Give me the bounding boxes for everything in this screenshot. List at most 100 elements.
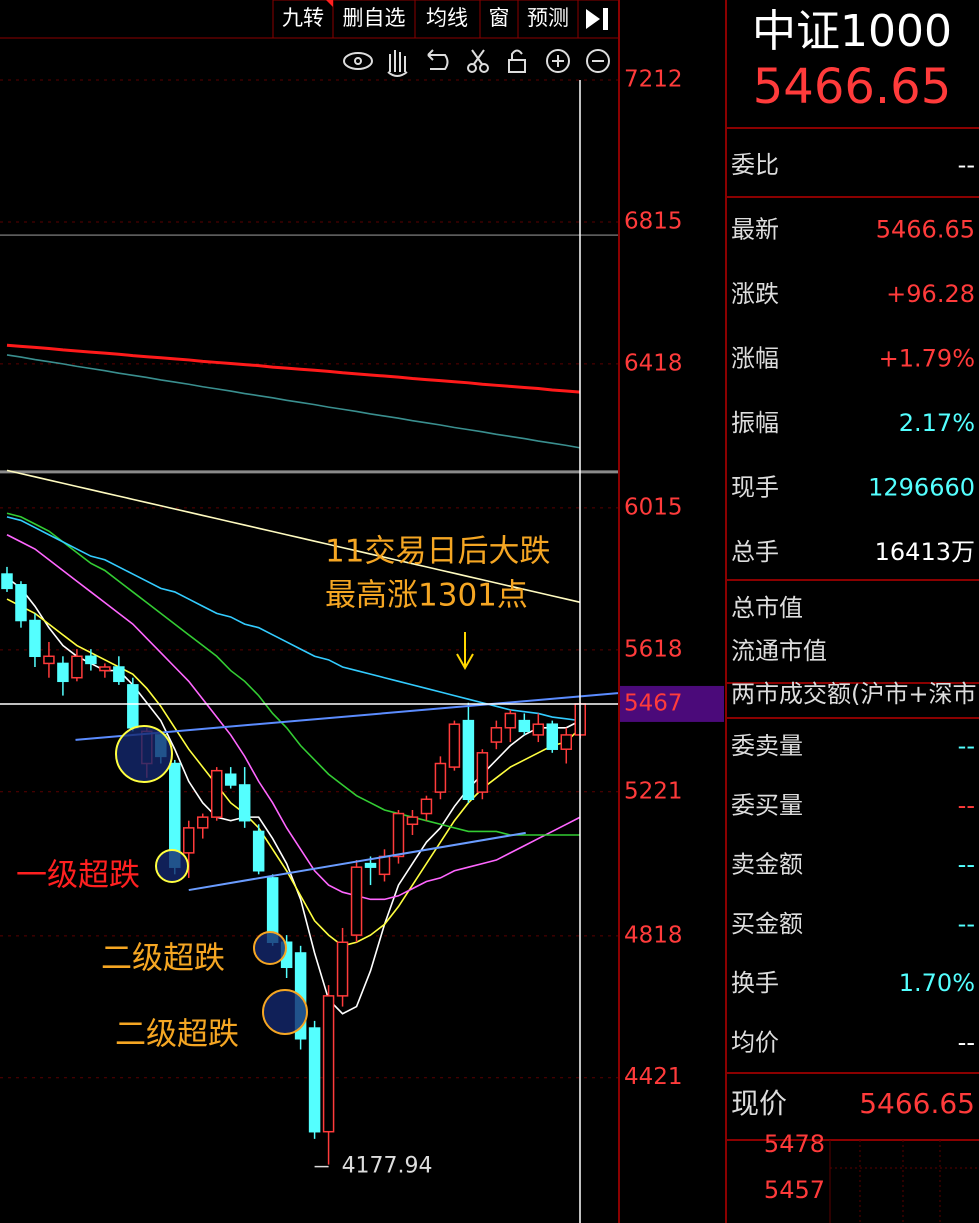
toolbar-button[interactable]: 均线 [426, 6, 468, 30]
candle-body [57, 662, 69, 683]
book-price: 5457 [764, 1176, 825, 1204]
field-label: 委卖量 [731, 732, 803, 760]
annotation: 11交易日后大跌 [325, 534, 550, 570]
field-label: 最新 [731, 216, 779, 244]
y-tick-label: 7212 [624, 67, 683, 93]
field-label: 总手 [731, 538, 779, 566]
candle-body [85, 655, 97, 665]
hand-icon[interactable] [387, 50, 408, 77]
low-label: 4177.94 [342, 1154, 433, 1179]
candle-body [71, 655, 83, 679]
candle-body [238, 784, 251, 822]
field-label: 涨跌 [731, 280, 779, 308]
field-value: -- [958, 851, 975, 879]
field-label: 总市值 [731, 594, 803, 622]
field-value: 16413万 [875, 538, 975, 566]
field-value: 1296660 [868, 474, 975, 502]
toolbar-button[interactable]: 九转 [282, 6, 324, 30]
candle-body [532, 723, 545, 736]
candle-body [434, 762, 447, 793]
ma-line [6, 343, 581, 394]
field-label: 流通市值 [731, 637, 827, 665]
candle-body [518, 719, 531, 733]
toolbar [272, 0, 620, 39]
field-label: 现手 [731, 474, 779, 502]
candle-body [364, 862, 377, 868]
trend-line [75, 692, 618, 741]
candle-body [392, 812, 405, 858]
lock-icon[interactable] [508, 49, 526, 73]
index-price: 5466.65 [753, 59, 952, 115]
candle-body [378, 855, 391, 876]
book-price: 5478 [764, 1130, 825, 1158]
arrow [456, 632, 474, 671]
ma-line [6, 598, 581, 947]
ma-line [6, 534, 581, 901]
candle-body [1, 573, 13, 590]
candle-body [448, 723, 461, 768]
candle-body [476, 752, 489, 793]
undo-icon[interactable] [427, 49, 449, 70]
markers [115, 725, 308, 1035]
price-tag [620, 685, 724, 722]
eye-icon[interactable] [343, 52, 373, 70]
candle-body [350, 866, 363, 936]
field-label: 涨幅 [731, 345, 779, 373]
price-tag-label: 5467 [624, 690, 683, 716]
corner-flag [326, 0, 333, 7]
candle-body [224, 773, 237, 786]
zoom-in-icon[interactable] [546, 49, 570, 73]
candle-body [99, 666, 111, 672]
quote-panel: 委比 -- 最新 5466.65 涨跌 +96.28 涨幅 +1.79% 振幅 2.17% 现手 12… [726, 127, 979, 1223]
candle-body [322, 995, 335, 1133]
y-tick-label: 6815 [624, 208, 683, 234]
candle-body [29, 619, 41, 658]
expand-icon[interactable] [586, 8, 608, 30]
field-label: 买金额 [731, 910, 803, 938]
toolbar-button[interactable]: 窗 [489, 6, 510, 30]
scissors-icon[interactable] [467, 49, 489, 73]
field-value: -- [958, 1029, 975, 1057]
field-value: -- [958, 732, 975, 760]
y-tick-label: 6015 [624, 494, 683, 520]
candle-body [183, 827, 195, 854]
field-value: -- [958, 151, 975, 179]
ma-line [6, 469, 581, 604]
field-label: 两市成交额(沪市+深市 [731, 680, 976, 708]
y-tick-label: 4818 [624, 922, 683, 948]
candle-body [127, 684, 139, 729]
candle-body [420, 798, 433, 815]
zoom-out-icon[interactable] [586, 49, 610, 73]
candle-body [560, 734, 573, 750]
candle-body [546, 723, 559, 750]
annotation: 二级超跌 [101, 941, 225, 977]
tool-icons [343, 49, 610, 77]
candle-body [336, 941, 349, 997]
field-label: 卖金额 [731, 851, 803, 879]
y-tick-label: 5221 [624, 778, 683, 804]
field-label: 振幅 [731, 409, 779, 437]
annotation: 一级超跌 [16, 858, 140, 894]
y-tick-label: 5618 [624, 636, 683, 662]
index-name: 中证1000 [752, 6, 952, 57]
candle-body [196, 816, 209, 829]
candle-body [504, 712, 517, 729]
candle-body [308, 1027, 321, 1133]
field-label: 委比 [731, 151, 779, 179]
candle-body [15, 584, 27, 622]
field-label: 换手 [731, 969, 779, 997]
field-value: 5466.65 [876, 216, 975, 244]
ma-line [6, 512, 581, 836]
field-value: +96.28 [886, 280, 975, 308]
now-label: 现价 [731, 1087, 787, 1120]
toolbar-button[interactable]: 预测 [527, 6, 569, 30]
field-value: -- [958, 910, 975, 938]
y-tick-label: 4421 [624, 1064, 683, 1090]
trend-line [188, 831, 526, 892]
candle-body [406, 816, 419, 826]
toolbar-button[interactable]: 删自选 [343, 6, 406, 30]
ma-line [6, 354, 581, 449]
now-value: 5466.65 [859, 1087, 975, 1120]
field-value: 1.70% [899, 969, 975, 997]
